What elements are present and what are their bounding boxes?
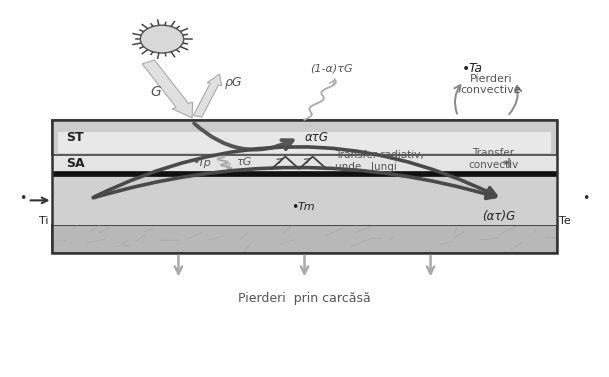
Text: •: • [462, 62, 471, 76]
Text: Pierderi
convective: Pierderi convective [460, 74, 521, 95]
Text: Pierderi  prin carcăsă: Pierderi prin carcăsă [238, 291, 371, 305]
Bar [52, 120, 557, 253]
Text: •: • [582, 192, 590, 205]
FancyArrowPatch shape [454, 85, 460, 113]
Text: Te: Te [559, 216, 571, 226]
Text: Ti: Ti [40, 216, 49, 226]
Circle shape [140, 25, 184, 53]
Text: (ατ)G: (ατ)G [482, 210, 515, 223]
Text: •: • [192, 156, 200, 169]
Text: SA: SA [66, 157, 85, 170]
Bar [58, 132, 551, 153]
Text: •: • [19, 192, 26, 205]
Bar [52, 176, 557, 225]
Text: (1-α)τG: (1-α)τG [310, 64, 353, 74]
Text: τG: τG [236, 157, 252, 167]
FancyArrowPatch shape [93, 167, 495, 198]
Text: Tp: Tp [197, 158, 211, 168]
Text: G: G [150, 85, 161, 99]
Text: ρG: ρG [225, 77, 242, 89]
FancyArrowPatch shape [509, 86, 521, 114]
Bar [52, 120, 557, 155]
Text: •: • [290, 201, 298, 214]
Text: ατG: ατG [304, 131, 328, 144]
Text: Transfer
convectiv: Transfer convectiv [468, 149, 519, 170]
Polygon shape [142, 60, 192, 118]
Text: ST: ST [66, 131, 83, 144]
Bar [52, 225, 557, 253]
FancyArrowPatch shape [93, 147, 496, 198]
Text: Transfer radiativ,
unde   lungi: Transfer radiativ, unde lungi [334, 150, 423, 172]
Polygon shape [194, 74, 222, 117]
Bar [52, 170, 557, 176]
Text: Ta: Ta [469, 63, 483, 75]
FancyArrowPatch shape [194, 123, 292, 150]
FancyArrowPatch shape [504, 159, 510, 167]
Bar [52, 155, 557, 170]
Text: Tm: Tm [298, 202, 315, 212]
